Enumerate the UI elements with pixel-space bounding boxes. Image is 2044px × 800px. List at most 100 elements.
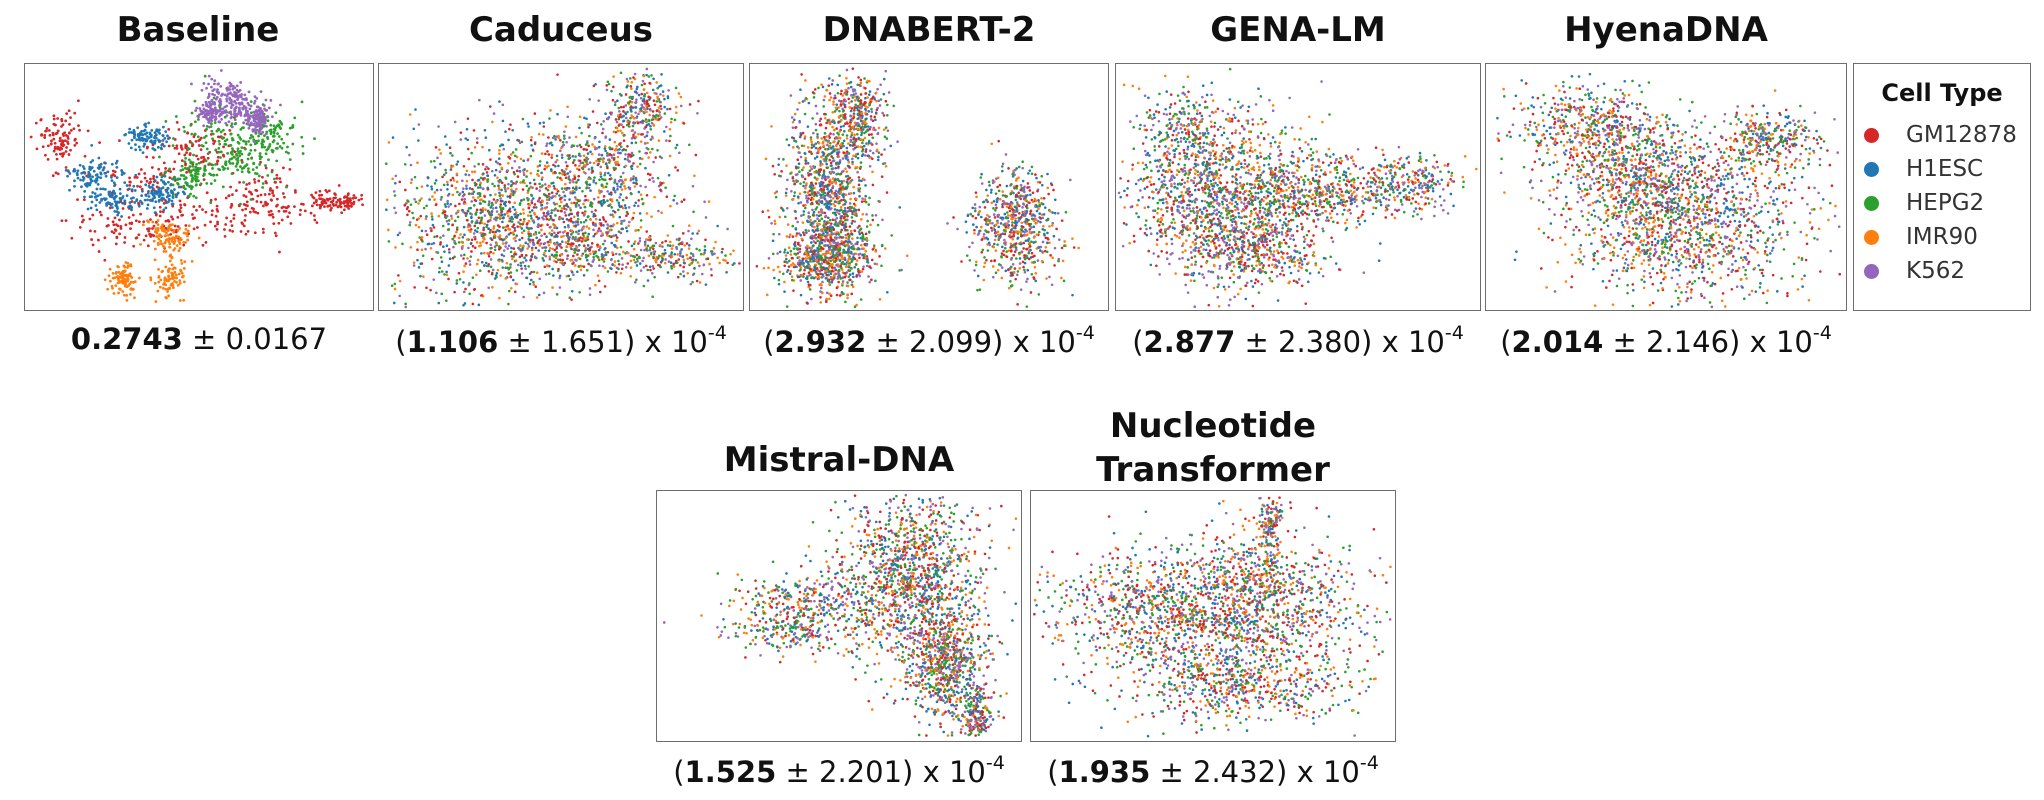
scatter-point	[656, 176, 660, 180]
scatter-point	[777, 232, 781, 236]
scatter-point	[146, 198, 149, 202]
scatter-point	[233, 150, 237, 154]
scatter-point	[269, 187, 272, 190]
scatter-point	[532, 241, 535, 244]
scatter-point	[525, 175, 528, 178]
scatter-point	[543, 232, 546, 236]
scatter-point	[162, 283, 165, 286]
scatter-point	[66, 137, 70, 140]
scatter-point	[617, 262, 621, 266]
scatter-point	[151, 199, 154, 203]
scatter-point	[161, 193, 165, 197]
scatter-point	[227, 111, 231, 114]
scatter-point	[491, 285, 494, 289]
scatter-point	[119, 227, 123, 230]
scatter-point	[561, 262, 565, 266]
scatter-point	[426, 176, 430, 180]
scatter-point	[552, 274, 555, 277]
scatter-point	[582, 202, 585, 206]
scatter-point	[635, 278, 638, 282]
scatter-point	[269, 128, 273, 132]
scatter-point	[530, 199, 534, 202]
scatter-point	[161, 134, 165, 138]
scatter-point	[634, 101, 637, 104]
scatter-point	[554, 195, 557, 198]
scatter-point	[473, 170, 477, 174]
scatter-point	[658, 85, 661, 88]
scatter-point	[577, 265, 580, 268]
scatter-point	[387, 141, 391, 144]
scatter-point	[291, 142, 295, 146]
scatter-point	[244, 118, 248, 122]
scatter-point	[263, 121, 267, 125]
scatter-point	[480, 216, 484, 220]
scatter-point	[448, 257, 452, 261]
scatter-point	[618, 110, 621, 113]
scatter-point	[477, 178, 481, 182]
scatter-point	[82, 198, 86, 202]
scatter-point	[419, 274, 422, 278]
scatter-point	[169, 227, 173, 231]
scatter-point	[602, 223, 605, 227]
scatter-point	[347, 192, 350, 196]
scatter-point	[154, 220, 158, 224]
scatter-point	[602, 195, 606, 198]
scatter-point	[547, 198, 551, 201]
scatter-point	[115, 165, 119, 169]
scatter-point	[599, 175, 603, 178]
scatter-point	[417, 139, 420, 142]
scatter-point	[191, 176, 195, 180]
score-sd: 1.651	[541, 325, 625, 359]
scatter-point	[451, 237, 454, 241]
scatter-point	[152, 177, 155, 180]
scatter-point	[240, 93, 244, 96]
scatter-point	[491, 182, 494, 186]
scatter-point	[613, 211, 617, 214]
scatter-point	[137, 220, 141, 224]
scatter-point	[509, 123, 512, 126]
scatter-point	[124, 261, 128, 264]
scatter-point	[205, 127, 208, 131]
scatter-point	[267, 106, 271, 110]
scatter-point	[578, 257, 582, 261]
scatter-point	[688, 143, 691, 147]
scatter-point	[604, 185, 608, 189]
scatter-point	[103, 187, 107, 191]
scatter-point	[494, 230, 498, 234]
scatter-point	[393, 190, 396, 193]
scatter-point	[622, 250, 625, 254]
scatter-point	[190, 82, 193, 86]
scatter-point	[239, 165, 242, 168]
scatter-point	[196, 166, 200, 170]
scatter-point	[615, 199, 619, 202]
scatter-point	[614, 161, 617, 164]
scatter-point	[211, 92, 214, 96]
scatter-point	[200, 156, 203, 160]
scatter-point	[604, 149, 607, 153]
scatter-point	[271, 189, 275, 193]
scatter-point	[231, 229, 234, 233]
scatter-point	[590, 264, 593, 268]
scatter-point	[630, 167, 634, 171]
scatter-point	[494, 160, 498, 163]
scatter-point	[135, 198, 139, 202]
scatter-point	[584, 231, 587, 235]
scatter-point	[147, 220, 150, 224]
scatter-point	[599, 165, 603, 169]
scatter-point	[656, 263, 660, 267]
scatter-point	[209, 220, 212, 224]
scatter-point	[792, 118, 796, 122]
scatter-point	[103, 258, 107, 262]
scatter-point	[315, 203, 319, 207]
scatter-point	[443, 135, 447, 138]
scatter-point	[625, 77, 629, 81]
scatter-point	[632, 175, 635, 178]
scatter-point	[542, 217, 545, 221]
scatter-point	[511, 278, 515, 282]
scatter-point	[228, 88, 232, 91]
scatter-point	[162, 229, 166, 233]
scatter-point	[393, 206, 396, 210]
scatter-point	[586, 254, 589, 258]
scatter-point	[408, 221, 412, 224]
scatter-point	[218, 168, 222, 172]
